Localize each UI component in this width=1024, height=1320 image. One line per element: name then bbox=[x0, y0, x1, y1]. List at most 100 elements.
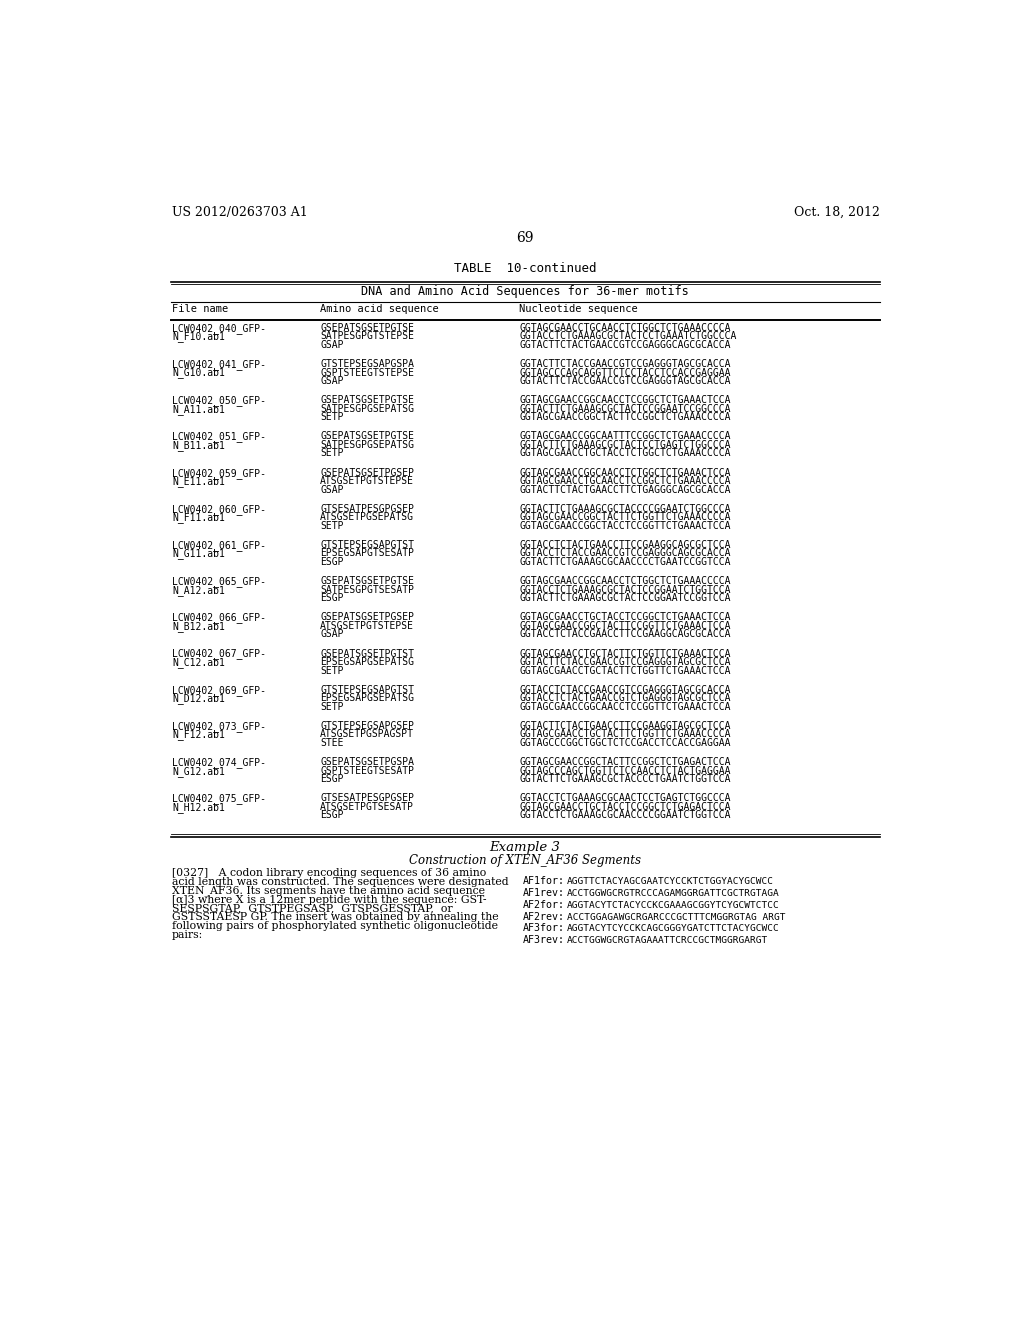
Text: GSEPATSGSETPGSEP: GSEPATSGSETPGSEP bbox=[321, 467, 414, 478]
Text: GSPTSTEEGTSTEPSE: GSPTSTEEGTSTEPSE bbox=[321, 367, 414, 378]
Text: SATPESGPGSEPATSG: SATPESGPGSEPATSG bbox=[321, 404, 414, 413]
Text: SETP: SETP bbox=[321, 521, 344, 531]
Text: GGTAGCGAACCGGCAACCTCTGGCTCTGAAACCCCA: GGTAGCGAACCGGCAACCTCTGGCTCTGAAACCCCA bbox=[519, 577, 731, 586]
Text: LCW0402_050_GFP-: LCW0402_050_GFP- bbox=[172, 395, 266, 407]
Text: acid length was constructed. The sequences were designated: acid length was constructed. The sequenc… bbox=[172, 876, 509, 887]
Text: ATSGSETPGTSESATP: ATSGSETPGTSESATP bbox=[321, 801, 414, 812]
Text: N_D12.ab1: N_D12.ab1 bbox=[172, 693, 225, 704]
Text: GGTAGCGAACCGGCTACTTCCGGTTCTGAAACTCCA: GGTAGCGAACCGGCTACTTCCGGTTCTGAAACTCCA bbox=[519, 620, 731, 631]
Text: LCW0402_066_GFP-: LCW0402_066_GFP- bbox=[172, 612, 266, 623]
Text: [0327]   A codon library encoding sequences of 36 amino: [0327] A codon library encoding sequence… bbox=[172, 869, 486, 878]
Text: GSAP: GSAP bbox=[321, 339, 344, 350]
Text: GTSTEPSEGSAPGSEP: GTSTEPSEGSAPGSEP bbox=[321, 721, 414, 731]
Text: N_C12.ab1: N_C12.ab1 bbox=[172, 657, 225, 668]
Text: LCW0402_040_GFP-: LCW0402_040_GFP- bbox=[172, 323, 266, 334]
Text: GGTACTTCTACCGAACCGTCCGAGGGTAGCGCACCA: GGTACTTCTACCGAACCGTCCGAGGGTAGCGCACCA bbox=[519, 359, 731, 370]
Text: GGTAGCGAACCGGCTACTTCCGGCTCTGAGACTCCA: GGTAGCGAACCGGCTACTTCCGGCTCTGAGACTCCA bbox=[519, 758, 731, 767]
Text: LCW0402_041_GFP-: LCW0402_041_GFP- bbox=[172, 359, 266, 370]
Text: GSEPATSGSETPGTST: GSEPATSGSETPGTST bbox=[321, 648, 414, 659]
Text: N_B11.ab1: N_B11.ab1 bbox=[172, 440, 225, 451]
Text: GGTACCTCTACCGAACCGTCCGAGGGCAGCGCACCA: GGTACCTCTACCGAACCGTCCGAGGGCAGCGCACCA bbox=[519, 549, 731, 558]
Text: GGTAGCGAACCTGCTACTTCTGGTTCTGAAACTCCA: GGTAGCGAACCTGCTACTTCTGGTTCTGAAACTCCA bbox=[519, 648, 731, 659]
Text: GGTAGCGAACCTGCTACTTCTGGTTCTGAAACCCCA: GGTAGCGAACCTGCTACTTCTGGTTCTGAAACCCCA bbox=[519, 730, 731, 739]
Text: SESPSGTAP,  GTSTPEGSASP,  GTSPSGESSTAP,  or: SESPSGTAP, GTSTPEGSASP, GTSPSGESSTAP, or bbox=[172, 903, 453, 913]
Text: GSTSSTAESP GP. The insert was obtained by annealing the: GSTSSTAESP GP. The insert was obtained b… bbox=[172, 912, 499, 923]
Text: EPSEGSAPGTSESATP: EPSEGSAPGTSESATP bbox=[321, 549, 414, 558]
Text: US 2012/0263703 A1: US 2012/0263703 A1 bbox=[172, 206, 308, 219]
Text: LCW0402_069_GFP-: LCW0402_069_GFP- bbox=[172, 685, 266, 696]
Text: ATSGSETPGTSTEPSE: ATSGSETPGTSTEPSE bbox=[321, 477, 414, 486]
Text: AF1rev:: AF1rev: bbox=[523, 887, 565, 898]
Text: GTSESATPESGPGSEP: GTSESATPESGPGSEP bbox=[321, 504, 414, 513]
Text: TABLE  10-continued: TABLE 10-continued bbox=[454, 263, 596, 276]
Text: GSEPATSGSETPGSEP: GSEPATSGSETPGSEP bbox=[321, 612, 414, 623]
Text: pairs:: pairs: bbox=[172, 931, 204, 940]
Text: GGTAGCGAACCGGCAATTTCCGGCTCTGAAACCCCA: GGTAGCGAACCGGCAATTTCCGGCTCTGAAACCCCA bbox=[519, 432, 731, 441]
Text: GGTAGCCCGGCTGGCTCTCCGACCTCCACCGAGGAA: GGTAGCCCGGCTGGCTCTCCGACCTCCACCGAGGAA bbox=[519, 738, 731, 748]
Text: GGTACTTCTACCGAACCGTCCGAGGGTAGCGCACCA: GGTACTTCTACCGAACCGTCCGAGGGTAGCGCACCA bbox=[519, 376, 731, 385]
Text: LCW0402_075_GFP-: LCW0402_075_GFP- bbox=[172, 793, 266, 804]
Text: GGTACTTCTGAAAGCGCTACCCCGGAATCTGGCCCA: GGTACTTCTGAAAGCGCTACCCCGGAATCTGGCCCA bbox=[519, 504, 731, 513]
Text: GGTAGCCCAGCTGGTTCTCCAACCTCTACTGAGGAA: GGTAGCCCAGCTGGTTCTCCAACCTCTACTGAGGAA bbox=[519, 766, 731, 776]
Text: GGTAGCGAACCTGCAACCTCCGGCTCTGAAACCCCA: GGTAGCGAACCTGCAACCTCCGGCTCTGAAACCCCA bbox=[519, 477, 731, 486]
Text: GGTACTTCTGAAAGCGCTACCCCTGAATCTGGTCCA: GGTACTTCTGAAAGCGCTACCCCTGAATCTGGTCCA bbox=[519, 774, 731, 784]
Text: GGTAGCGAACCGGCTACTTCTGGTTCTGAAACCCCA: GGTAGCGAACCGGCTACTTCTGGTTCTGAAACCCCA bbox=[519, 512, 731, 523]
Text: N_H12.ab1: N_H12.ab1 bbox=[172, 801, 225, 813]
Text: AF2for:: AF2for: bbox=[523, 900, 565, 909]
Text: ATSGSETPGSEPATSG: ATSGSETPGSEPATSG bbox=[321, 512, 414, 523]
Text: GTSTEPSEGSAPGTST: GTSTEPSEGSAPGTST bbox=[321, 685, 414, 694]
Text: ATSGSETPGTSTEPSE: ATSGSETPGTSTEPSE bbox=[321, 620, 414, 631]
Text: N_F10.ab1: N_F10.ab1 bbox=[172, 331, 225, 342]
Text: ESGP: ESGP bbox=[321, 774, 344, 784]
Text: GGTACTTCTGAAAGCGCAACCCCTGAATCCGGTCCA: GGTACTTCTGAAAGCGCAACCCCTGAATCCGGTCCA bbox=[519, 557, 731, 568]
Text: SATPESGPGTSESATP: SATPESGPGTSESATP bbox=[321, 585, 414, 595]
Text: GGTACCTCTACTGAACCGTCTGAGGGTAGCGCTCCA: GGTACCTCTACTGAACCGTCTGAGGGTAGCGCTCCA bbox=[519, 693, 731, 704]
Text: LCW0402_060_GFP-: LCW0402_060_GFP- bbox=[172, 504, 266, 515]
Text: SETP: SETP bbox=[321, 449, 344, 458]
Text: GGTACCTCTGAAAGCGCTACTCCGGAATCTGGTCCA: GGTACCTCTGAAAGCGCTACTCCGGAATCTGGTCCA bbox=[519, 585, 731, 595]
Text: XTEN_AF36. Its segments have the amino acid sequence: XTEN_AF36. Its segments have the amino a… bbox=[172, 886, 485, 896]
Text: N_F12.ab1: N_F12.ab1 bbox=[172, 730, 225, 741]
Text: LCW0402_065_GFP-: LCW0402_065_GFP- bbox=[172, 577, 266, 587]
Text: AGGTTCTACYAGCGAATCYCCKTCTGGYACYGCWCC: AGGTTCTACYAGCGAATCYCCKTCTGGYACYGCWCC bbox=[566, 876, 774, 886]
Text: ESGP: ESGP bbox=[321, 593, 344, 603]
Text: AGGTACYTCTACYCCKCGAAAGCGGYTCYGCWTCTCC: AGGTACYTCTACYCCKCGAAAGCGGYTCYGCWTCTCC bbox=[566, 900, 779, 909]
Text: GTSESATPESGPGSEP: GTSESATPESGPGSEP bbox=[321, 793, 414, 804]
Text: GGTAGCGAACCGGCAACCTCCGGTTCTGAAACTCCA: GGTAGCGAACCGGCAACCTCCGGTTCTGAAACTCCA bbox=[519, 702, 731, 711]
Text: GSAP: GSAP bbox=[321, 484, 344, 495]
Text: EPSEGSAPGSEPATSG: EPSEGSAPGSEPATSG bbox=[321, 693, 414, 704]
Text: GSPTSTEEGTSESATP: GSPTSTEEGTSESATP bbox=[321, 766, 414, 776]
Text: SETP: SETP bbox=[321, 702, 344, 711]
Text: ACCTGGAGAWGCRGARCCCGCTTTCMGGRGTAG ARGT: ACCTGGAGAWGCRGARCCCGCTTTCMGGRGTAG ARGT bbox=[566, 912, 785, 921]
Text: GSAP: GSAP bbox=[321, 630, 344, 639]
Text: GSEPATSGSETPGTSE: GSEPATSGSETPGTSE bbox=[321, 432, 414, 441]
Text: LCW0402_067_GFP-: LCW0402_067_GFP- bbox=[172, 648, 266, 660]
Text: GGTACTTCTGAAAGCGCTACTCCGGAATCCGGCCCA: GGTACTTCTGAAAGCGCTACTCCGGAATCCGGCCCA bbox=[519, 404, 731, 413]
Text: Nucleotide sequence: Nucleotide sequence bbox=[519, 305, 638, 314]
Text: GGTACCTCTGAAAGCGCAACCCCGGAATCTGGTCCA: GGTACCTCTGAAAGCGCAACCCCGGAATCTGGTCCA bbox=[519, 810, 731, 820]
Text: LCW0402_074_GFP-: LCW0402_074_GFP- bbox=[172, 758, 266, 768]
Text: ACCTGGWGCRGTRCCCAGAMGGRGATTCGCTRGTAGA: ACCTGGWGCRGTRCCCAGAMGGRGATTCGCTRGTAGA bbox=[566, 888, 779, 898]
Text: N_F11.ab1: N_F11.ab1 bbox=[172, 512, 225, 523]
Text: N_G10.ab1: N_G10.ab1 bbox=[172, 367, 225, 379]
Text: File name: File name bbox=[172, 305, 228, 314]
Text: GTSTEPSEGSAPGTST: GTSTEPSEGSAPGTST bbox=[321, 540, 414, 550]
Text: GGTACCTCTGAAAGCGCAACTCCTGAGTCTGGCCCA: GGTACCTCTGAAAGCGCAACTCCTGAGTCTGGCCCA bbox=[519, 793, 731, 804]
Text: SATPESGPGSEPATSG: SATPESGPGSEPATSG bbox=[321, 440, 414, 450]
Text: GSEPATSGSETPGTSE: GSEPATSGSETPGTSE bbox=[321, 577, 414, 586]
Text: Amino acid sequence: Amino acid sequence bbox=[321, 305, 439, 314]
Text: AGGTACYTCYCCKCAGCGGGYGATCTTCTACYGCWCC: AGGTACYTCYCCKCAGCGGGYGATCTTCTACYGCWCC bbox=[566, 924, 779, 933]
Text: AF3for:: AF3for: bbox=[523, 924, 565, 933]
Text: GGTACTTCTACTGAACCTTCCGAAGGTAGCGCTCCA: GGTACTTCTACTGAACCTTCCGAAGGTAGCGCTCCA bbox=[519, 721, 731, 731]
Text: DNA and Amino Acid Sequences for 36-mer motifs: DNA and Amino Acid Sequences for 36-mer … bbox=[360, 285, 689, 298]
Text: GTSTEPSEGSAPGSPA: GTSTEPSEGSAPGSPA bbox=[321, 359, 414, 370]
Text: N_E11.ab1: N_E11.ab1 bbox=[172, 477, 225, 487]
Text: N_A12.ab1: N_A12.ab1 bbox=[172, 585, 225, 595]
Text: GGTACCTCTACTGAACCTTCCGAAGGCAGCGCTCCA: GGTACCTCTACTGAACCTTCCGAAGGCAGCGCTCCA bbox=[519, 540, 731, 550]
Text: GGTACTTCTACTGAACCGTCCGAGGGCAGCGCACCA: GGTACTTCTACTGAACCGTCCGAGGGCAGCGCACCA bbox=[519, 339, 731, 350]
Text: GGTAGCGAACCGGCTACTTCCGGCTCTGAAACCCCA: GGTAGCGAACCGGCTACTTCCGGCTCTGAAACCCCA bbox=[519, 412, 731, 422]
Text: GSEPATSGSETPGTSE: GSEPATSGSETPGTSE bbox=[321, 395, 414, 405]
Text: Example 3: Example 3 bbox=[489, 841, 560, 854]
Text: EPSEGSAPGSEPATSG: EPSEGSAPGSEPATSG bbox=[321, 657, 414, 667]
Text: N_B12.ab1: N_B12.ab1 bbox=[172, 620, 225, 632]
